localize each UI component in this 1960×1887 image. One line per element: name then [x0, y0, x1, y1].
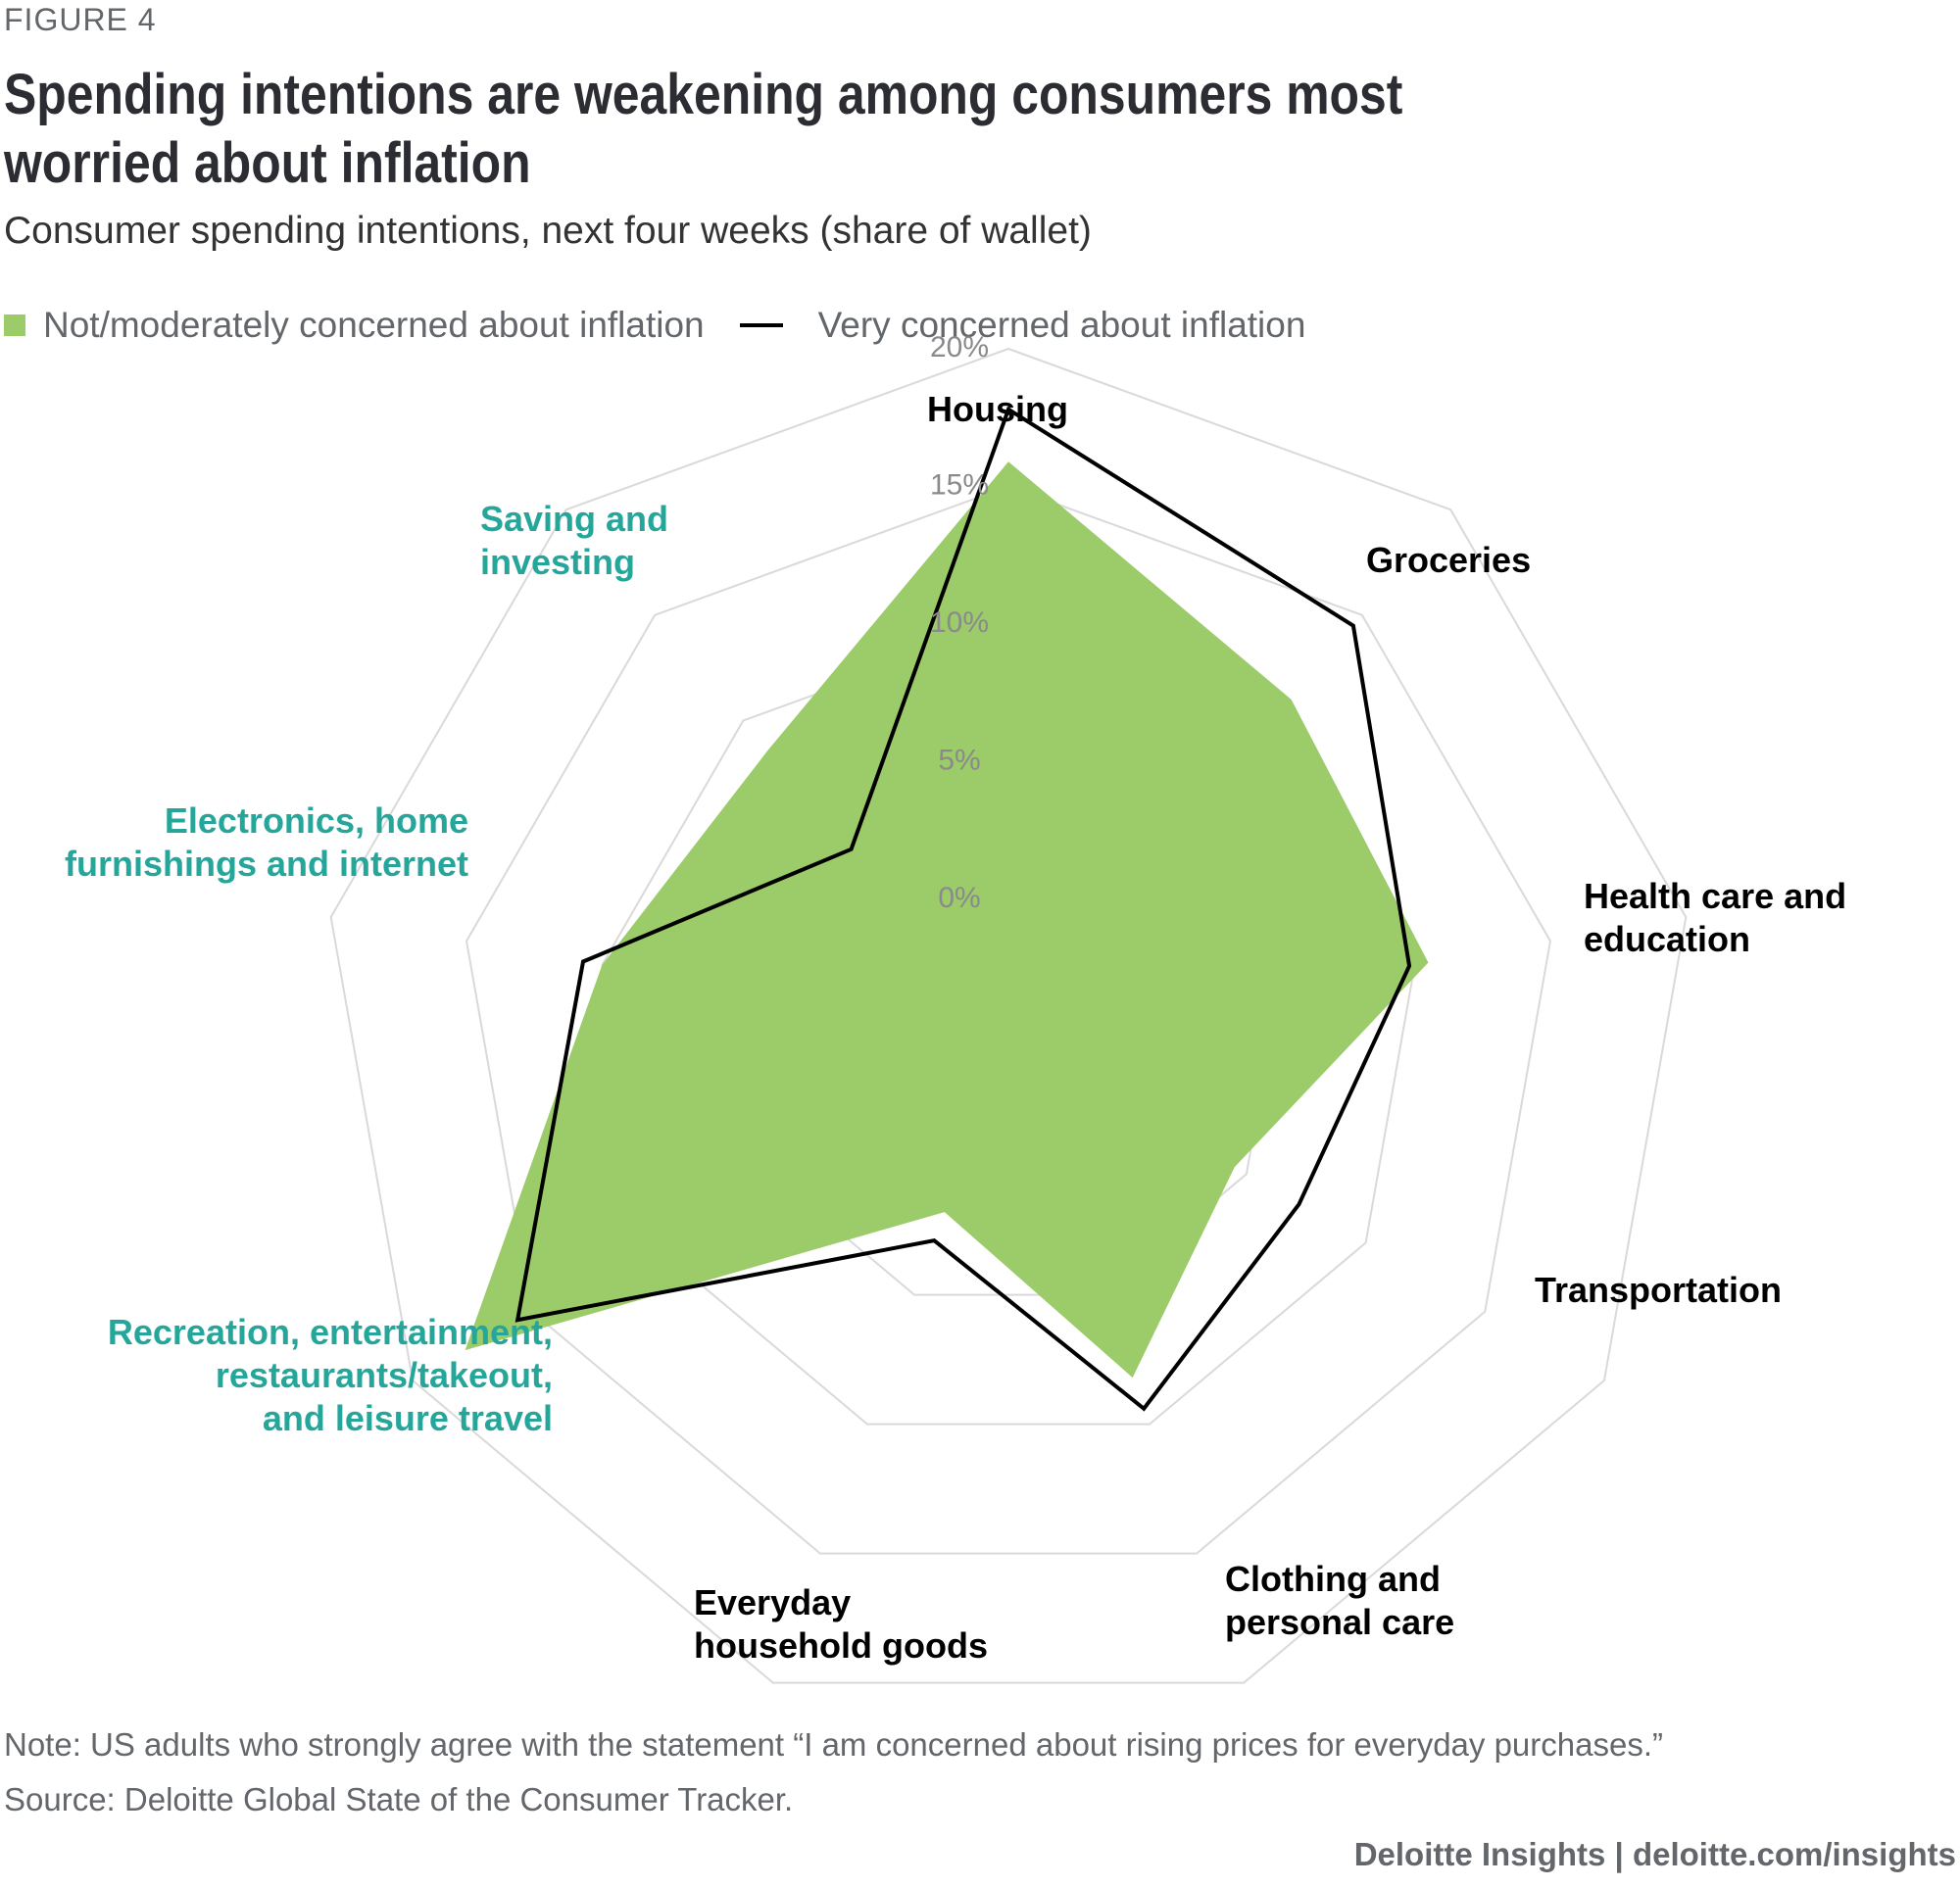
tick-label-1: 5%	[938, 745, 980, 777]
radar-chart: 0% 5% 10% 15% 20% Housing Groceries Health care…	[65, 331, 1846, 1684]
chart-subtitle: Consumer spending intentions, next four …	[4, 210, 1092, 252]
legend-line-black	[739, 323, 783, 327]
legend: Not/moderately concerned about inflation…	[4, 302, 1305, 349]
chart-title: Spending intentions are weakening among …	[4, 63, 1403, 195]
category-label-3: Transportation	[1535, 1270, 1782, 1310]
category-label-1: Groceries	[1366, 540, 1531, 580]
category-label-line: Saving and	[480, 499, 668, 539]
category-label-line: Groceries	[1366, 540, 1531, 580]
note: Note: US adults who strongly agree with …	[4, 1726, 1663, 1763]
source: Source: Deloitte Global State of the Con…	[4, 1781, 794, 1817]
category-label-5: Everyday household goods	[694, 1582, 988, 1666]
footer-credit: Deloitte Insights | deloitte.com/insight…	[1353, 1836, 1956, 1872]
category-label-line: Electronics, home	[165, 800, 468, 841]
grid-ring-3	[465, 485, 1552, 1555]
category-label-line: household goods	[694, 1625, 988, 1666]
category-label-line: Housing	[927, 389, 1068, 429]
tick-label-0: 0%	[938, 882, 980, 914]
category-label-6: Recreation, entertainment, restaurants/ta…	[108, 1312, 553, 1438]
tick-label-2: 10%	[930, 606, 989, 639]
legend-label-green: Not/moderately concerned about inflation	[43, 305, 705, 345]
category-label-line: Everyday	[694, 1582, 851, 1622]
legend-label-black: Very concerned about inflation	[817, 305, 1306, 345]
grid-ring-4	[329, 347, 1688, 1684]
legend-swatch-green	[4, 314, 25, 336]
tick-label-3: 15%	[930, 469, 989, 502]
category-label-line: furnishings and internet	[65, 844, 468, 884]
category-label-line: Health care and	[1584, 876, 1846, 916]
category-label-line: and leisure travel	[263, 1398, 553, 1438]
category-label-2: Health care and education	[1584, 876, 1846, 959]
series-area-not-moderately-concerned	[465, 461, 1429, 1379]
category-label-line: Recreation, entertainment,	[108, 1312, 553, 1352]
figure-label: FIGURE 4	[4, 2, 157, 37]
category-label-line: Clothing and	[1225, 1559, 1441, 1599]
category-label-4: Clothing and personal care	[1225, 1559, 1454, 1642]
category-label-line: restaurants/takeout,	[216, 1355, 553, 1395]
category-label-line: Transportation	[1535, 1270, 1782, 1310]
category-label-line: personal care	[1225, 1602, 1454, 1642]
category-label-0: Housing	[927, 389, 1068, 429]
series-line-very-concerned	[514, 406, 1412, 1412]
category-label-line: education	[1584, 919, 1750, 959]
category-label-8: Saving and investing	[480, 499, 668, 582]
category-label-7: Electronics, home furnishings and interne…	[65, 800, 468, 884]
category-label-line: investing	[480, 542, 635, 582]
tick-label-4: 20%	[930, 331, 989, 363]
